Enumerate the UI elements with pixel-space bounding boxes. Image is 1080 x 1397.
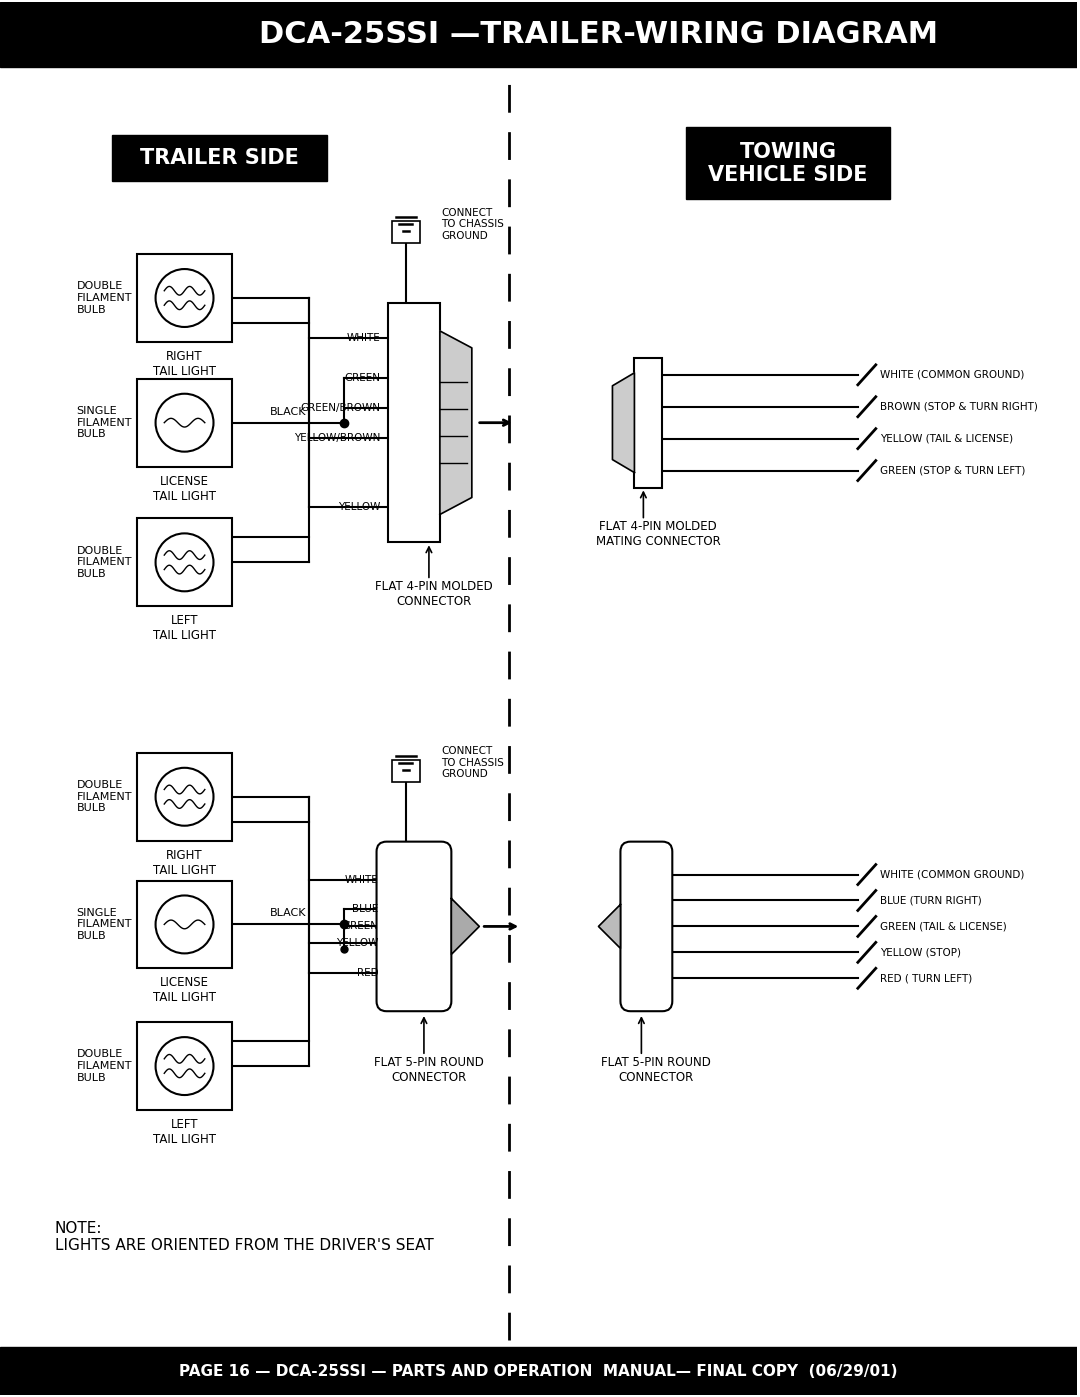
Text: FLAT 5-PIN ROUND
CONNECTOR: FLAT 5-PIN ROUND CONNECTOR	[602, 1056, 712, 1084]
Bar	[137, 518, 232, 606]
Text: GREEN (STOP & TURN LEFT): GREEN (STOP & TURN LEFT)	[880, 465, 1025, 475]
Text: LEFT
TAIL LIGHT: LEFT TAIL LIGHT	[153, 1118, 216, 1146]
Polygon shape	[440, 331, 472, 514]
Text: YELLOW/BROWN: YELLOW/BROWN	[294, 433, 380, 443]
Text: CONNECT
TO CHASSIS
GROUND: CONNECT TO CHASSIS GROUND	[441, 746, 503, 780]
Text: RED ( TURN LEFT): RED ( TURN LEFT)	[880, 974, 972, 983]
Text: LICENSE
TAIL LIGHT: LICENSE TAIL LIGHT	[153, 475, 216, 503]
Bar	[137, 1023, 232, 1111]
Text: TOWING
VEHICLE SIDE: TOWING VEHICLE SIDE	[708, 141, 867, 184]
Text: CONNECT
TO CHASSIS
GROUND: CONNECT TO CHASSIS GROUND	[441, 208, 503, 240]
FancyBboxPatch shape	[620, 841, 673, 1011]
Text: DOUBLE
FILAMENT
BULB: DOUBLE FILAMENT BULB	[77, 1049, 132, 1083]
Text: SINGLE
FILAMENT
BULB: SINGLE FILAMENT BULB	[77, 407, 132, 439]
Text: SINGLE
FILAMENT
BULB: SINGLE FILAMENT BULB	[77, 908, 132, 942]
Text: BLUE (TURN RIGHT): BLUE (TURN RIGHT)	[880, 895, 982, 905]
Circle shape	[156, 768, 214, 826]
Text: NOTE:
LIGHTS ARE ORIENTED FROM THE DRIVER'S SEAT: NOTE: LIGHTS ARE ORIENTED FROM THE DRIVE…	[55, 1221, 433, 1253]
Text: FLAT 5-PIN ROUND
CONNECTOR: FLAT 5-PIN ROUND CONNECTOR	[374, 1056, 484, 1084]
FancyBboxPatch shape	[377, 841, 451, 1011]
Text: GREEN (TAIL & LICENSE): GREEN (TAIL & LICENSE)	[880, 922, 1007, 932]
Bar	[137, 254, 232, 342]
Bar	[137, 753, 232, 841]
Text: RIGHT
TAIL LIGHT: RIGHT TAIL LIGHT	[153, 349, 216, 377]
Polygon shape	[612, 373, 634, 472]
Text: FLAT 4-PIN MOLDED
MATING CONNECTOR: FLAT 4-PIN MOLDED MATING CONNECTOR	[596, 521, 720, 549]
Bar	[112, 136, 326, 182]
Bar	[634, 358, 662, 488]
Text: PAGE 16 — DCA-25SSI — PARTS AND OPERATION  MANUAL— FINAL COPY  (06/29/01): PAGE 16 — DCA-25SSI — PARTS AND OPERATIO…	[179, 1363, 897, 1379]
Bar	[388, 303, 440, 542]
Text: YELLOW: YELLOW	[338, 503, 380, 513]
Text: WHITE (COMMON GROUND): WHITE (COMMON GROUND)	[880, 370, 1024, 380]
Text: BROWN (STOP & TURN RIGHT): BROWN (STOP & TURN RIGHT)	[880, 402, 1038, 412]
Bar	[137, 379, 232, 467]
Text: LEFT
TAIL LIGHT: LEFT TAIL LIGHT	[153, 615, 216, 643]
Circle shape	[156, 534, 214, 591]
Bar	[392, 760, 420, 782]
Text: RED: RED	[356, 968, 379, 978]
Text: BLACK: BLACK	[270, 908, 307, 918]
Bar	[0, 1347, 1077, 1396]
Polygon shape	[451, 898, 480, 954]
Bar	[686, 127, 890, 200]
Text: YELLOW (TAIL & LICENSE): YELLOW (TAIL & LICENSE)	[880, 433, 1013, 444]
Text: DCA-25SSI —TRAILER-WIRING DIAGRAM: DCA-25SSI —TRAILER-WIRING DIAGRAM	[259, 20, 939, 49]
Text: YELLOW (STOP): YELLOW (STOP)	[880, 947, 961, 957]
Text: BLACK: BLACK	[270, 407, 307, 416]
Text: WHITE: WHITE	[347, 332, 380, 342]
Text: GREEN: GREEN	[345, 373, 380, 383]
Text: GREEN: GREEN	[342, 922, 379, 932]
Circle shape	[156, 270, 214, 327]
Text: RIGHT
TAIL LIGHT: RIGHT TAIL LIGHT	[153, 848, 216, 877]
Circle shape	[156, 1037, 214, 1095]
Circle shape	[156, 895, 214, 953]
Polygon shape	[598, 904, 620, 949]
Text: BLUE: BLUE	[352, 904, 379, 915]
Bar	[137, 880, 232, 968]
Text: TRAILER SIDE: TRAILER SIDE	[140, 148, 299, 169]
Text: DOUBLE
FILAMENT
BULB: DOUBLE FILAMENT BULB	[77, 780, 132, 813]
Text: DOUBLE
FILAMENT
BULB: DOUBLE FILAMENT BULB	[77, 546, 132, 578]
Bar	[392, 221, 420, 243]
Text: DOUBLE
FILAMENT
BULB: DOUBLE FILAMENT BULB	[77, 281, 132, 314]
Text: WHITE (COMMON GROUND): WHITE (COMMON GROUND)	[880, 869, 1024, 880]
Text: GREEN/BROWN: GREEN/BROWN	[300, 402, 380, 412]
Text: WHITE: WHITE	[345, 875, 379, 884]
Text: YELLOW: YELLOW	[336, 939, 379, 949]
Text: LICENSE
TAIL LIGHT: LICENSE TAIL LIGHT	[153, 977, 216, 1004]
Bar	[0, 1, 1077, 67]
Circle shape	[156, 394, 214, 451]
Text: FLAT 4-PIN MOLDED
CONNECTOR: FLAT 4-PIN MOLDED CONNECTOR	[375, 580, 492, 608]
